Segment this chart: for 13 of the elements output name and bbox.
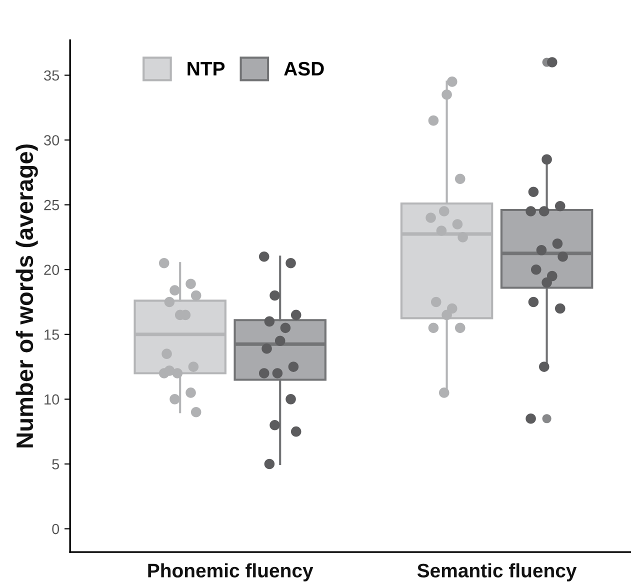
y-axis-title: Number of words (average): [16, 144, 38, 448]
y-tick-label: 10: [44, 394, 60, 405]
x-tick-label: Semantic fluency: [417, 563, 577, 582]
y-tick-label: 5: [52, 459, 60, 470]
x-tick-label: Phonemic fluency: [148, 563, 314, 582]
legend-label: NTP: [188, 62, 225, 76]
legend-label: ASD: [284, 62, 324, 76]
y-tick-label: 15: [44, 330, 60, 340]
y-tick-label: 35: [44, 70, 60, 81]
y-tick-label: 30: [44, 135, 60, 146]
y-tick-label: 0: [52, 524, 60, 534]
y-tick-label: 25: [44, 200, 60, 210]
y-tick-label: 20: [44, 264, 60, 276]
